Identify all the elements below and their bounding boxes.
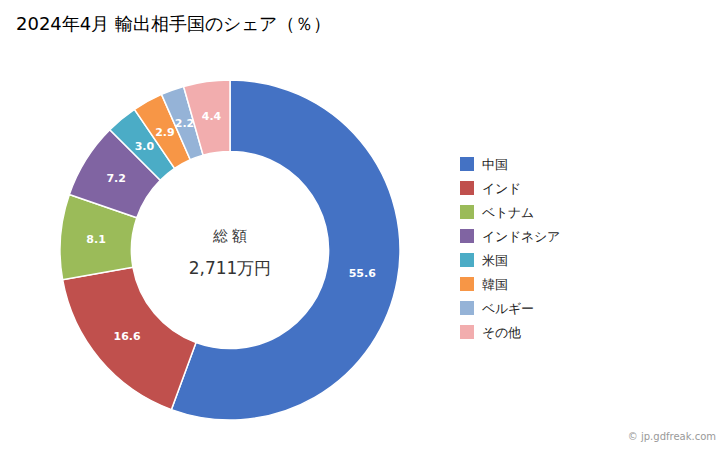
center-label: 総 額	[212, 227, 248, 245]
legend-entry: 韓国	[482, 277, 508, 292]
chart: 2024年4月 輸出相手国のシェア（％） 55.6 16.6 8.1 7.2 3.02.9…	[0, 0, 728, 450]
data-label: 8.1	[86, 233, 106, 246]
legend-entry: インドネシア	[482, 229, 560, 244]
legend-swatch	[460, 205, 474, 219]
data-label: 55.6	[349, 267, 376, 280]
legend-entry: インド	[482, 181, 521, 196]
data-label: 4.4	[202, 110, 222, 123]
legend-swatch	[460, 253, 474, 267]
legend-entry: 中国	[482, 157, 508, 172]
data-label: 7.2	[106, 172, 126, 185]
legend-swatch	[460, 277, 474, 291]
slice	[171, 80, 400, 420]
legend-entry: ベトナム	[482, 205, 534, 220]
slice	[63, 267, 196, 409]
legend-swatch	[460, 325, 474, 339]
data-labels: 55.6 16.6 8.1 7.2 3.02.92.2 4.4	[86, 110, 376, 342]
data-label: 2.2	[175, 117, 195, 130]
legend: 中国インドベトナムインドネシア米国韓国ベルギーその他	[460, 157, 560, 340]
slices	[60, 80, 400, 420]
slice	[69, 130, 160, 218]
chart-container: 2024年4月 輸出相手国のシェア（％） 55.6 16.6 8.1 7.2 3.02.9…	[0, 0, 728, 450]
legend-entry: 米国	[482, 253, 508, 268]
legend-entry: その他	[482, 325, 521, 340]
legend-swatch	[460, 157, 474, 171]
legend-swatch	[460, 301, 474, 315]
data-label: 3.0	[135, 140, 155, 153]
center-label: 2,711万円	[189, 258, 272, 278]
data-label: 2.9	[155, 126, 175, 139]
data-label: 16.6	[113, 330, 140, 343]
title: 2024年4月 輸出相手国のシェア（％）	[16, 13, 331, 34]
legend-entry: ベルギー	[482, 301, 534, 316]
legend-swatch	[460, 229, 474, 243]
legend-swatch	[460, 181, 474, 195]
watermark: © jp.gdfreak.com	[628, 431, 716, 442]
